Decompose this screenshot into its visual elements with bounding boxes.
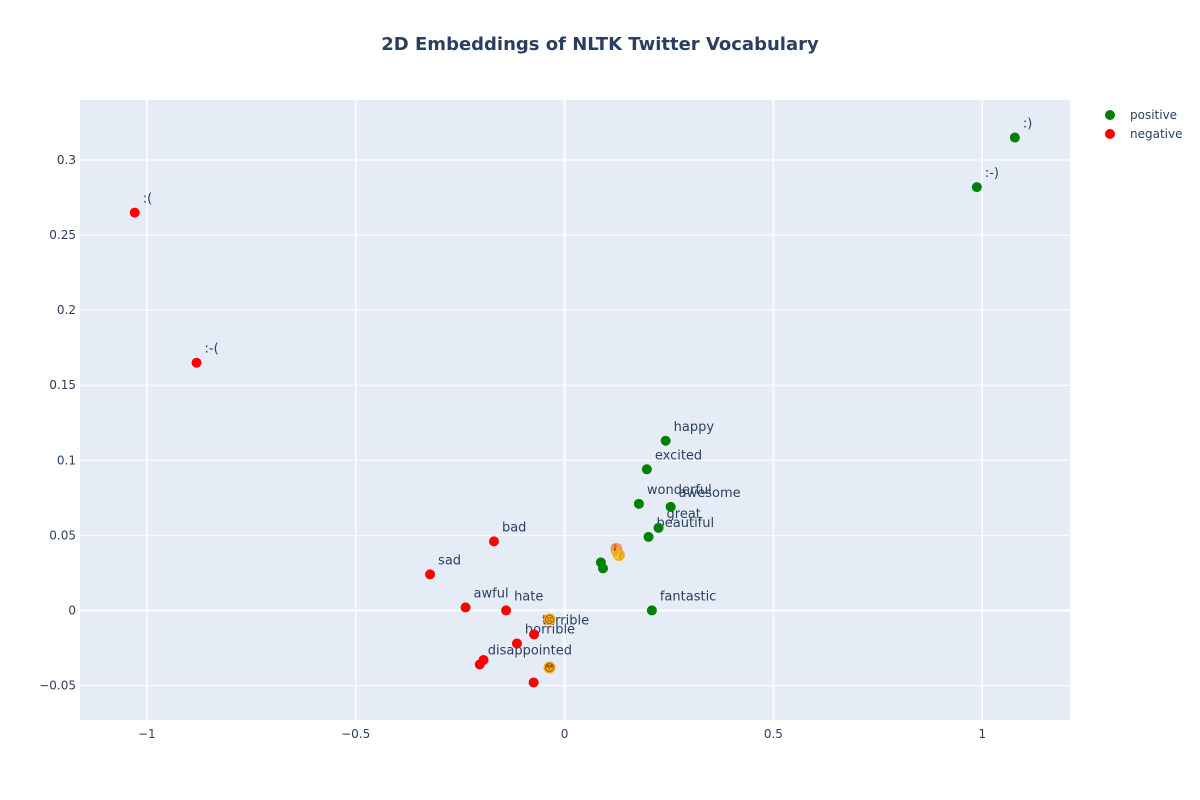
point-label: awesome (679, 486, 741, 501)
point-label: :( (143, 192, 152, 207)
y-tick-label: 0.3 (57, 153, 76, 167)
point-label: excited (655, 448, 702, 463)
x-tick-label: 0.5 (764, 727, 783, 741)
positive-point[interactable] (646, 605, 657, 616)
negative-point[interactable] (528, 677, 539, 688)
x-tick-label: −1 (138, 727, 156, 741)
emoji-point[interactable] (612, 548, 625, 561)
grid-lines (80, 100, 1070, 720)
y-axis-ticks: −0.05 0 0.05 0.1 0.15 0.2 0.25 0.3 (39, 153, 76, 692)
y-tick-label: 0 (68, 603, 76, 617)
emoji-points: 😣😳🎉👍 (543, 542, 625, 674)
negative-point[interactable] (488, 536, 499, 547)
positive-point[interactable] (653, 522, 664, 533)
y-tick-label: 0.25 (49, 228, 76, 242)
point-label: disappointed (488, 643, 572, 658)
positive-point[interactable] (597, 563, 608, 574)
positive-point[interactable] (660, 435, 671, 446)
y-tick-label: 0.2 (57, 303, 76, 317)
x-axis-ticks: −1 −0.5 0 0.5 1 (138, 727, 986, 741)
y-tick-label: −0.05 (39, 678, 76, 692)
x-tick-label: −0.5 (341, 727, 370, 741)
negative-point[interactable] (501, 605, 512, 616)
emoji-point[interactable] (543, 613, 556, 626)
negative-point[interactable] (191, 357, 202, 368)
x-tick-label: 0 (561, 727, 569, 741)
data-points (129, 132, 1020, 688)
point-label: happy (674, 420, 715, 435)
point-label: bad (502, 520, 526, 535)
legend-item-positive[interactable]: positive (1105, 108, 1177, 122)
y-tick-label: 0.05 (49, 528, 76, 542)
point-label: great (667, 507, 701, 522)
emoji-point[interactable] (543, 661, 556, 674)
chart-title: 2D Embeddings of NLTK Twitter Vocabulary (381, 34, 819, 55)
legend-marker (1105, 110, 1115, 120)
point-label: wonderful (647, 483, 712, 498)
positive-point[interactable] (643, 531, 654, 542)
y-tick-label: 0.15 (49, 378, 76, 392)
legend-label: positive (1130, 108, 1177, 122)
point-label: :-) (985, 166, 999, 181)
negative-point[interactable] (511, 638, 522, 649)
point-label: :) (1023, 117, 1032, 132)
negative-point[interactable] (529, 629, 540, 640)
negative-point[interactable] (460, 602, 471, 613)
legend-label: negative (1130, 127, 1182, 141)
point-label: awful (474, 586, 509, 601)
positive-point[interactable] (633, 498, 644, 509)
positive-point[interactable] (665, 501, 676, 512)
x-tick-label: 1 (978, 727, 986, 741)
positive-point[interactable] (641, 464, 652, 475)
plot-background (80, 100, 1070, 720)
point-label: fantastic (660, 589, 716, 604)
legend-item-negative[interactable]: negative (1105, 127, 1182, 141)
y-tick-label: 0.1 (57, 453, 76, 467)
positive-point[interactable] (1009, 132, 1020, 143)
legend[interactable]: positive negative (1105, 108, 1182, 141)
negative-point[interactable] (425, 569, 436, 580)
positive-point[interactable] (971, 182, 982, 193)
legend-marker (1105, 129, 1115, 139)
negative-point[interactable] (474, 659, 485, 670)
negative-point[interactable] (129, 207, 140, 218)
point-label: hate (514, 589, 543, 604)
emoji-glyph: 😳 (544, 663, 554, 674)
emoji-glyph: 😣 (544, 615, 554, 626)
point-label: :-( (205, 342, 219, 357)
point-label: sad (438, 553, 461, 568)
point-label: beautiful (657, 516, 715, 531)
emoji-glyph: 👍 (613, 548, 625, 561)
